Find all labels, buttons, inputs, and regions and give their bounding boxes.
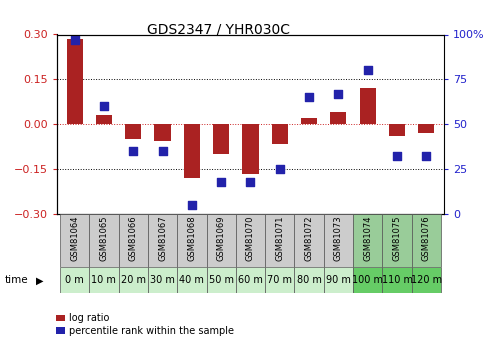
Point	[364, 68, 372, 73]
Text: 90 m: 90 m	[326, 275, 351, 285]
Text: 70 m: 70 m	[267, 275, 292, 285]
Bar	[89, 267, 119, 293]
Text: GSM81071: GSM81071	[275, 216, 284, 261]
Point	[70, 37, 78, 43]
Bar	[236, 214, 265, 267]
Bar	[148, 214, 177, 267]
Text: 30 m: 30 m	[150, 275, 175, 285]
Text: GSM81066: GSM81066	[129, 216, 138, 261]
Point	[334, 91, 342, 97]
Point	[217, 179, 225, 184]
Text: 60 m: 60 m	[238, 275, 263, 285]
Bar	[265, 214, 295, 267]
Text: 110 m: 110 m	[381, 275, 413, 285]
Text: 40 m: 40 m	[180, 275, 204, 285]
Point	[276, 166, 284, 172]
Point	[393, 154, 401, 159]
Bar	[265, 267, 295, 293]
Bar	[353, 267, 382, 293]
Bar	[177, 267, 206, 293]
Bar	[360, 88, 376, 124]
Text: 10 m: 10 m	[91, 275, 117, 285]
Text: 80 m: 80 m	[297, 275, 321, 285]
Bar	[154, 124, 171, 141]
Point	[247, 179, 254, 184]
Bar	[330, 112, 347, 124]
Bar	[382, 214, 412, 267]
Bar	[66, 39, 83, 124]
Text: 0 m: 0 m	[65, 275, 84, 285]
Legend: log ratio, percentile rank within the sample: log ratio, percentile rank within the sa…	[52, 309, 238, 340]
Bar	[213, 124, 229, 154]
Text: 100 m: 100 m	[352, 275, 383, 285]
Bar	[324, 214, 353, 267]
Bar	[96, 115, 112, 124]
Text: GSM81064: GSM81064	[70, 216, 79, 261]
Text: GSM81073: GSM81073	[334, 216, 343, 261]
Text: GDS2347 / YHR030C: GDS2347 / YHR030C	[147, 22, 290, 37]
Point	[188, 202, 196, 208]
Bar	[60, 267, 89, 293]
Bar	[295, 214, 324, 267]
Bar	[236, 267, 265, 293]
Text: GSM81069: GSM81069	[217, 216, 226, 261]
Bar	[119, 267, 148, 293]
Text: GSM81070: GSM81070	[246, 216, 255, 261]
Bar	[295, 267, 324, 293]
Bar	[60, 214, 89, 267]
Point	[305, 95, 313, 100]
Point	[423, 154, 431, 159]
Bar	[272, 124, 288, 144]
Bar	[324, 267, 353, 293]
Bar	[89, 214, 119, 267]
Bar	[243, 124, 258, 174]
Bar	[177, 214, 206, 267]
Bar	[184, 124, 200, 178]
Bar	[389, 124, 405, 136]
Bar	[353, 214, 382, 267]
Text: GSM81065: GSM81065	[99, 216, 109, 261]
Text: GSM81072: GSM81072	[305, 216, 313, 261]
Bar	[206, 214, 236, 267]
Text: 50 m: 50 m	[209, 275, 234, 285]
Point	[159, 148, 167, 154]
Text: GSM81074: GSM81074	[363, 216, 372, 261]
Text: GSM81068: GSM81068	[187, 216, 196, 261]
Bar	[301, 118, 317, 124]
Text: 20 m: 20 m	[121, 275, 146, 285]
Text: GSM81067: GSM81067	[158, 216, 167, 261]
Bar	[206, 267, 236, 293]
Bar	[125, 124, 141, 139]
Bar	[382, 267, 412, 293]
Text: GSM81075: GSM81075	[392, 216, 402, 261]
Bar	[418, 124, 434, 133]
Text: GSM81076: GSM81076	[422, 216, 431, 261]
Text: 120 m: 120 m	[411, 275, 442, 285]
Text: time: time	[5, 275, 29, 285]
Bar	[148, 267, 177, 293]
Bar	[119, 214, 148, 267]
Text: ▶: ▶	[36, 275, 43, 285]
Bar	[412, 214, 441, 267]
Point	[129, 148, 137, 154]
Bar	[412, 267, 441, 293]
Point	[100, 104, 108, 109]
